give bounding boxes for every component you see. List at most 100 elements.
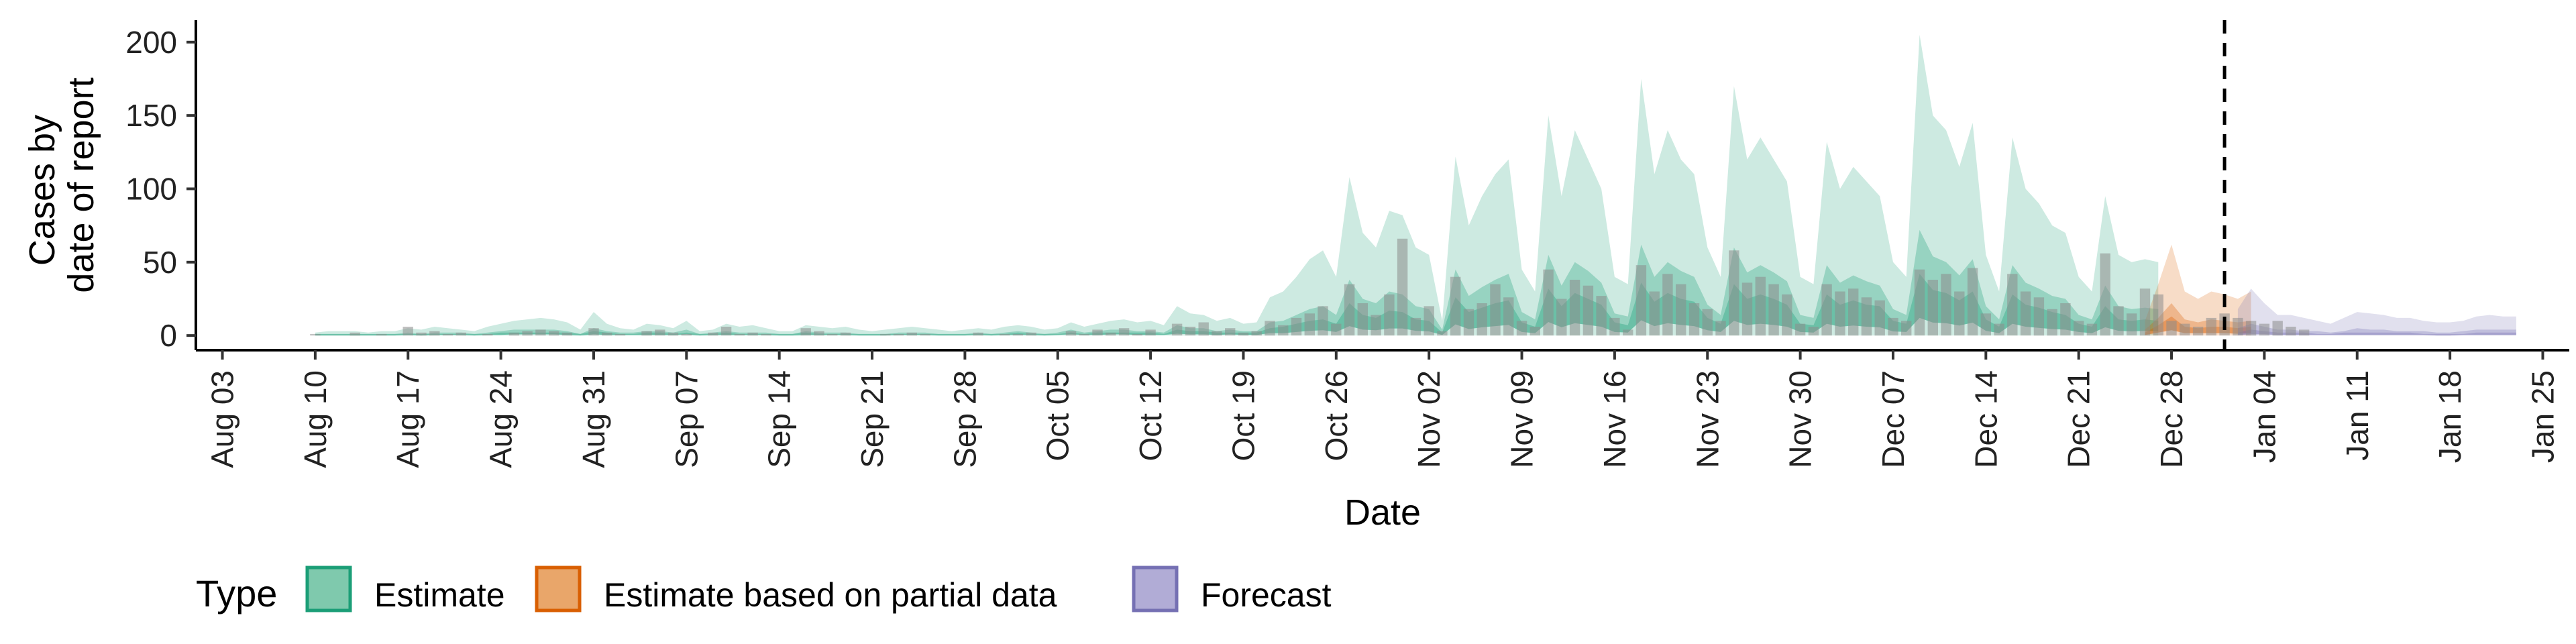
reported-case-bar	[376, 333, 387, 336]
reported-case-bar	[482, 333, 493, 336]
reported-case-bar	[2113, 306, 2124, 336]
reported-case-bar	[2233, 317, 2243, 336]
reported-case-bar	[1994, 323, 2004, 336]
reported-case-bar	[2139, 288, 2151, 336]
reported-case-bar	[1623, 329, 1633, 336]
y-axis-ticks: 0 50 100 150 200	[125, 25, 196, 353]
reported-case-bar	[747, 332, 758, 336]
reported-case-bar	[1808, 327, 1819, 336]
x-tick-label: Aug 03	[205, 370, 240, 468]
reported-case-bar	[1145, 329, 1156, 336]
reported-case-bar	[2047, 309, 2057, 336]
x-tick-label: Dec 28	[2154, 370, 2189, 468]
reported-case-bar	[1967, 268, 1978, 336]
reported-case-bar	[1516, 321, 1527, 336]
reported-case-bar	[1914, 269, 1925, 336]
reported-case-bar	[350, 332, 360, 336]
reported-case-bar	[1768, 284, 1779, 336]
reported-case-bar	[2127, 313, 2137, 336]
reported-case-bar	[1132, 333, 1142, 336]
reported-case-bar	[920, 333, 930, 336]
reported-case-bar	[1490, 284, 1501, 336]
reported-case-bar	[800, 328, 811, 336]
reported-case-bar	[1556, 299, 1567, 336]
reported-case-bar	[1304, 313, 1315, 336]
x-axis-title: Date	[1344, 492, 1421, 533]
reported-case-bar	[655, 329, 665, 336]
reported-case-bar	[1463, 309, 1474, 336]
reported-case-bar	[761, 333, 771, 336]
reported-case-bar	[429, 331, 440, 336]
estimate-bands	[315, 34, 2516, 336]
reported-case-bar	[840, 332, 851, 336]
reported-case-bar	[1198, 322, 1209, 336]
reported-case-bar	[1715, 321, 1726, 336]
reported-case-bar	[641, 331, 652, 336]
reported-case-bar	[1649, 291, 1660, 336]
reported-case-bar	[1861, 297, 1872, 336]
reported-case-bar	[2245, 321, 2257, 336]
reported-case-bar	[310, 333, 321, 336]
x-tick-label: Jan 11	[2340, 370, 2375, 461]
x-tick-label: Dec 07	[1876, 370, 1911, 468]
reported-case-bar	[1477, 303, 1487, 336]
reported-case-bar	[2192, 327, 2204, 336]
reported-case-bar	[1012, 333, 1024, 336]
x-tick-label: Nov 23	[1690, 370, 1725, 468]
reported-case-bar	[1741, 282, 1753, 336]
reported-case-bar	[588, 328, 599, 336]
legend-label-3: Forecast	[1201, 576, 1332, 614]
reported-case-bar	[1888, 317, 1898, 336]
reported-case-bar	[1437, 331, 1448, 336]
reported-case-bar	[1529, 327, 1540, 336]
legend-label-2: Estimate based on partial data	[604, 576, 1057, 614]
reported-case-bar	[2259, 323, 2270, 336]
reported-case-bar	[416, 332, 427, 336]
reported-case-bar	[1954, 291, 1965, 336]
reported-case-bar	[1265, 321, 1275, 336]
x-tick-label: Sep 21	[855, 370, 890, 468]
reported-case-bar	[1582, 285, 1594, 336]
reported-case-bar	[1278, 325, 1289, 336]
reported-case-bar	[1662, 274, 1673, 336]
reported-case-bar	[1503, 297, 1514, 336]
reported-case-bar	[814, 331, 824, 336]
reported-case-bar	[681, 333, 692, 336]
reported-case-bar	[973, 332, 983, 336]
reported-case-bar	[1384, 294, 1395, 336]
reported-case-bar	[1794, 323, 1806, 336]
reported-case-bar	[1212, 331, 1222, 336]
legend-title: Type	[196, 572, 277, 614]
reported-case-bar	[1344, 284, 1355, 336]
x-tick-label: Nov 16	[1597, 370, 1632, 468]
band-2-upper90	[2237, 288, 2516, 336]
reported-case-bar	[2020, 291, 2031, 336]
reported-case-bar	[2007, 274, 2018, 336]
reported-case-bar	[667, 332, 679, 336]
reported-case-bar	[1026, 332, 1036, 336]
x-tick-label: Dec 21	[2061, 370, 2096, 468]
axes	[195, 20, 2569, 352]
reported-case-bar	[1702, 309, 1713, 336]
reported-case-bar	[1941, 274, 1951, 336]
x-tick-label: Jan 18	[2432, 370, 2467, 463]
reported-case-bar	[1000, 333, 1010, 336]
reported-case-bar	[1318, 306, 1328, 336]
reported-case-bar	[1079, 333, 1089, 336]
reported-case-bar	[906, 332, 917, 336]
band-0-upper90	[315, 34, 2159, 336]
y-tick-label: 100	[125, 171, 177, 206]
reported-case-bar	[508, 332, 520, 336]
reported-case-bar	[2206, 317, 2216, 336]
reported-case-bar	[1238, 332, 1249, 336]
legend-key-1	[305, 566, 352, 612]
legend: Type Estimate Estimate based on partial d…	[196, 566, 1332, 614]
reported-case-bar	[1251, 331, 1262, 336]
reported-case-bar	[2060, 303, 2071, 336]
reported-case-bar	[1980, 313, 1991, 336]
reported-case-bar	[2033, 297, 2045, 336]
reported-case-bar	[1835, 291, 1845, 336]
reported-case-bar	[1569, 280, 1580, 336]
reported-case-bar	[827, 333, 838, 336]
